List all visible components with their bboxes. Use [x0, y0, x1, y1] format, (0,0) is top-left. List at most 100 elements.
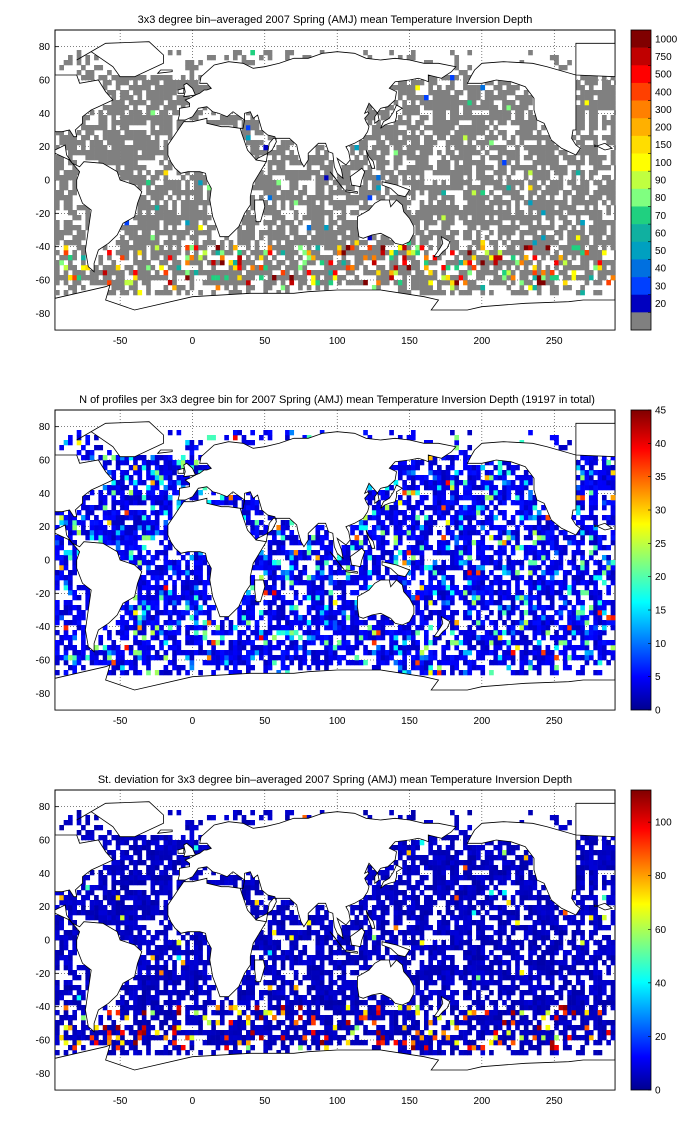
data-cell [211, 640, 216, 646]
data-cell [450, 180, 455, 186]
data-cell [306, 595, 312, 601]
data-cell [450, 230, 455, 236]
data-cell [549, 145, 555, 151]
data-cell [419, 530, 425, 536]
data-cell [120, 630, 125, 636]
data-cell [150, 625, 156, 631]
data-cell [371, 235, 377, 241]
data-cell [302, 235, 308, 241]
data-cell [549, 275, 555, 281]
data-cell [371, 555, 377, 561]
data-cell [376, 635, 381, 641]
data-cell [467, 125, 473, 131]
data-cell [497, 145, 503, 151]
data-cell [228, 660, 234, 666]
data-cell [124, 515, 130, 521]
data-cell [562, 260, 568, 266]
data-cell [202, 660, 208, 666]
data-cell [363, 580, 368, 586]
data-cell [497, 90, 503, 96]
data-cell [393, 640, 399, 646]
data-cell [493, 255, 499, 261]
data-cell [341, 210, 347, 216]
data-cell [423, 255, 429, 261]
data-cell [406, 170, 412, 176]
data-cell [541, 170, 546, 176]
data-cell [206, 190, 212, 196]
data-cell [341, 615, 347, 621]
data-cell [189, 625, 195, 631]
data-cell [128, 245, 134, 251]
data-cell [319, 595, 325, 601]
y-tick-label: -80 [36, 309, 51, 320]
data-cell [272, 560, 277, 566]
data-cell [68, 540, 73, 546]
data-cell [111, 540, 117, 546]
data-cell [536, 210, 542, 216]
data-cell [137, 270, 143, 276]
data-cell [154, 555, 160, 561]
data-cell [146, 270, 151, 276]
data-cell [575, 190, 581, 196]
data-cell [141, 235, 147, 241]
data-cell [606, 210, 611, 216]
y-tick-label: -40 [36, 242, 51, 253]
data-cell [163, 490, 169, 496]
data-cell [89, 455, 95, 461]
data-cell [150, 75, 156, 81]
data-cell [102, 465, 108, 471]
data-cell [536, 215, 542, 221]
data-cell [506, 210, 512, 216]
data-cell [324, 530, 329, 536]
data-cell [189, 445, 195, 451]
data-cell [341, 555, 347, 561]
data-cell [167, 290, 173, 296]
data-cell [76, 655, 82, 661]
data-cell [202, 105, 208, 111]
data-cell [176, 575, 182, 581]
data-cell [523, 240, 529, 246]
data-cell [154, 475, 160, 481]
data-cell [133, 530, 138, 536]
data-cell [523, 170, 529, 176]
data-cell [410, 435, 416, 441]
data-cell [289, 225, 295, 231]
data-cell [285, 55, 290, 61]
data-cell [85, 505, 91, 511]
data-cell [423, 210, 429, 216]
data-cell [215, 275, 221, 281]
data-cell [376, 540, 381, 546]
data-cell [141, 460, 147, 466]
data-cell [124, 170, 130, 176]
data-cell [115, 140, 121, 146]
data-cell [580, 245, 585, 251]
data-cell [445, 210, 451, 216]
data-cell [419, 535, 425, 541]
data-cell [471, 200, 477, 206]
data-cell [185, 580, 190, 586]
data-cell [311, 240, 316, 246]
data-cell [211, 250, 216, 256]
data-cell [68, 225, 73, 231]
data-cell [111, 145, 117, 151]
data-cell [267, 545, 273, 551]
data-cell [241, 620, 247, 626]
data-cell [397, 250, 403, 256]
data-cell [202, 620, 208, 626]
data-cell [72, 620, 77, 626]
data-cell [55, 175, 60, 181]
data-cell [571, 160, 577, 166]
data-cell [68, 640, 73, 646]
colorbar-label: 30 [655, 281, 667, 292]
data-cell [172, 600, 177, 606]
data-cell [285, 625, 290, 631]
data-cell [128, 160, 134, 166]
data-cell [193, 590, 199, 596]
data-cell [232, 435, 238, 441]
data-cell [150, 460, 156, 466]
data-cell [219, 250, 225, 256]
data-cell [423, 185, 429, 191]
data-cell [523, 175, 529, 181]
data-cell [133, 670, 138, 676]
